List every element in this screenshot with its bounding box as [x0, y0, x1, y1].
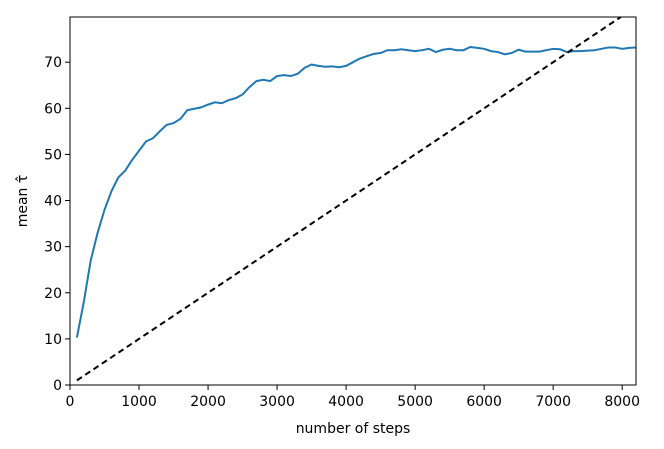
- x-axis-label: number of steps: [296, 421, 411, 437]
- y-tick-label: 70: [44, 55, 62, 71]
- x-tick-label: 8000: [604, 394, 640, 410]
- x-tick-label: 3000: [259, 394, 295, 410]
- x-tick-label: 2000: [190, 394, 226, 410]
- x-tick-label: 1000: [121, 394, 157, 410]
- reference-line: [76, 17, 622, 382]
- x-tick-label: 7000: [535, 394, 571, 410]
- y-tick-label: 40: [44, 194, 62, 210]
- y-tick-label: 10: [44, 332, 62, 348]
- axes-frame: [69, 16, 637, 386]
- plot-area: [75, 17, 636, 382]
- x-tick-label: 4000: [328, 394, 364, 410]
- y-tick-label: 0: [53, 378, 62, 394]
- x-tick-label: 6000: [466, 394, 502, 410]
- y-tick-label: 50: [44, 147, 62, 163]
- y-tick-label: 30: [44, 240, 62, 256]
- data-line: [75, 45, 636, 338]
- y-tick-label: 60: [44, 101, 62, 117]
- y-tick-label: 20: [44, 286, 62, 302]
- x-tick-label: 0: [66, 394, 75, 410]
- y-axis-label: mean τ̂: [15, 175, 31, 228]
- x-tick-label: 5000: [397, 394, 433, 410]
